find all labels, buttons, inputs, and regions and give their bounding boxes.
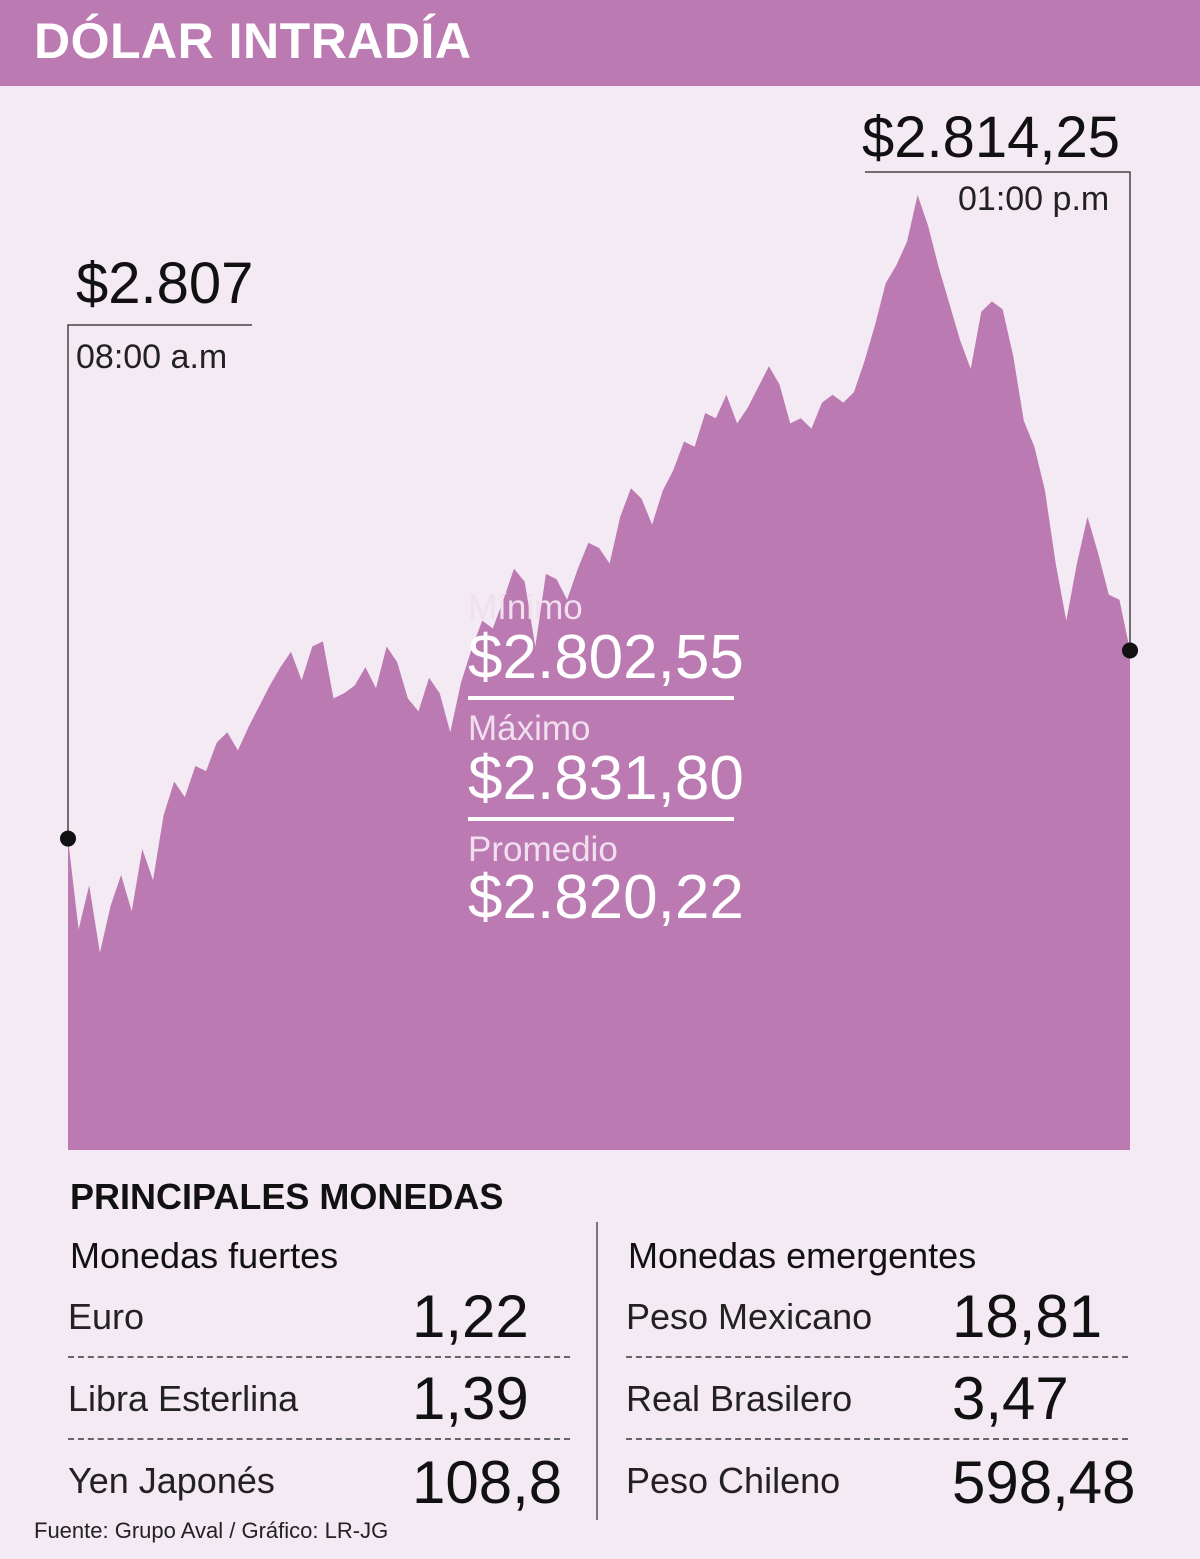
end-price-label: $2.814,25 xyxy=(862,105,1121,170)
currency-value: 1,22 xyxy=(412,1283,529,1350)
price-area xyxy=(68,195,1130,1150)
emerging-currencies-title: Monedas emergentes xyxy=(628,1235,977,1276)
currency-name: Euro xyxy=(68,1296,145,1337)
start-time-label: 08:00 a.m xyxy=(76,338,228,376)
header-bar: DÓLAR INTRADÍA xyxy=(0,0,1200,86)
stat-divider xyxy=(468,696,734,700)
end-time-label: 01:00 p.m xyxy=(958,180,1110,218)
stat-divider xyxy=(468,817,734,821)
currency-value: 3,47 xyxy=(952,1365,1069,1432)
currency-name: Yen Japonés xyxy=(68,1460,275,1501)
annotation-guides xyxy=(67,171,1131,839)
source-footer: Fuente: Grupo Aval / Gráfico: LR-JG xyxy=(34,1518,389,1543)
stat-max-label: Máximo xyxy=(468,709,591,748)
currency-value: 598,48 xyxy=(952,1449,1136,1516)
currency-name: Peso Chileno xyxy=(626,1460,841,1501)
stat-min-value: $2.802,55 xyxy=(468,623,744,692)
end-point xyxy=(1122,642,1138,659)
endpoint-markers xyxy=(60,642,1138,847)
stat-max-value: $2.831,80 xyxy=(468,744,744,813)
strong-currencies-title: Monedas fuertes xyxy=(70,1235,339,1276)
currencies-title: PRINCIPALES MONEDAS xyxy=(70,1176,504,1217)
currency-value: 18,81 xyxy=(952,1283,1103,1350)
row-divider xyxy=(68,1356,570,1358)
stat-avg-label: Promedio xyxy=(468,830,618,869)
currency-value: 108,8 xyxy=(412,1449,563,1516)
stat-min-label: Mínimo xyxy=(468,588,583,627)
currency-name: Real Brasilero xyxy=(626,1378,853,1419)
start-price-label: $2.807 xyxy=(76,251,254,316)
column-divider xyxy=(596,1222,598,1520)
currency-value: 1,39 xyxy=(412,1365,529,1432)
row-divider xyxy=(68,1438,570,1440)
row-divider xyxy=(626,1356,1128,1358)
currency-name: Libra Esterlina xyxy=(68,1378,299,1419)
row-divider xyxy=(626,1438,1128,1440)
end-guide-line xyxy=(865,171,1131,651)
stat-avg-value: $2.820,22 xyxy=(468,863,744,932)
currency-name: Peso Mexicano xyxy=(626,1296,873,1337)
start-point xyxy=(60,830,76,847)
start-guide-line xyxy=(67,324,252,839)
page-title: DÓLAR INTRADÍA xyxy=(34,13,472,69)
